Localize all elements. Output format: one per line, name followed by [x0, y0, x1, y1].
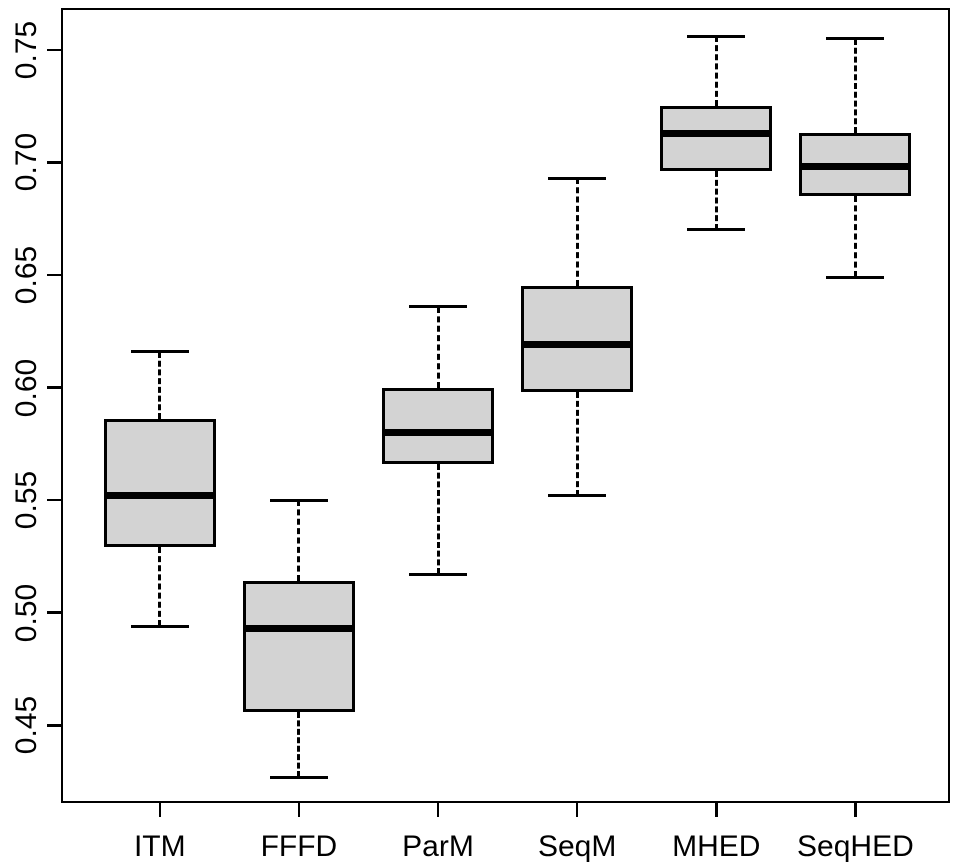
y-axis-tick-label: 0.60 [10, 358, 43, 417]
box-ParM [382, 387, 495, 465]
upper-whisker-ITM [158, 351, 162, 420]
lower-whisker-SeqHED [853, 196, 857, 278]
x-axis-tick [575, 803, 579, 817]
box-FFFD [242, 581, 355, 712]
x-tick-label-MHED: MHED [672, 830, 761, 863]
median-line-ITM [103, 492, 216, 500]
median-line-MHED [660, 129, 773, 137]
upper-whisker-MHED [714, 36, 718, 107]
lower-whisker-cap-ITM [130, 624, 189, 628]
median-line-SeqHED [799, 163, 912, 171]
x-axis-tick [436, 803, 440, 817]
upper-whisker-cap-FFFD [269, 498, 328, 502]
y-axis-tick-label: 0.75 [10, 20, 43, 80]
y-axis-tick [47, 724, 61, 727]
lower-whisker-ITM [158, 547, 162, 627]
y-axis-tick [47, 273, 61, 277]
median-line-ParM [382, 429, 495, 437]
lower-whisker-FFFD [297, 711, 301, 778]
x-tick-label-SeqHED: SeqHED [797, 830, 914, 863]
x-tick-label-SeqM: SeqM [537, 830, 617, 863]
box-ITM [103, 419, 216, 548]
x-tick-label-ParM: ParM [402, 830, 474, 863]
median-line-SeqM [521, 341, 634, 349]
lower-whisker-SeqM [575, 392, 579, 496]
upper-whisker-FFFD [297, 500, 301, 582]
lower-whisker-cap-MHED [687, 228, 746, 232]
upper-whisker-cap-ITM [130, 350, 189, 354]
y-axis-tick-label: 0.65 [10, 245, 43, 305]
upper-whisker-ParM [436, 306, 440, 388]
upper-whisker-SeqM [575, 178, 579, 287]
box-SeqM [521, 286, 634, 393]
x-axis-tick [715, 803, 718, 817]
upper-whisker-cap-MHED [687, 34, 746, 38]
x-axis-tick [854, 803, 857, 817]
upper-whisker-SeqHED [853, 38, 857, 134]
y-axis-tick [47, 611, 61, 614]
lower-whisker-ParM [436, 464, 440, 575]
upper-whisker-cap-ParM [409, 305, 468, 309]
y-axis-tick [47, 161, 61, 164]
y-axis-tick-label: 0.70 [10, 133, 43, 192]
x-axis-tick [158, 803, 162, 817]
upper-whisker-cap-SeqM [548, 176, 607, 180]
x-tick-label-FFFD: FFFD [260, 830, 338, 863]
plot-frame [61, 8, 950, 803]
lower-whisker-MHED [714, 171, 718, 230]
y-axis-tick-label: 0.50 [10, 583, 43, 642]
y-axis-tick-label: 0.45 [10, 696, 43, 755]
upper-whisker-cap-SeqHED [826, 37, 885, 41]
lower-whisker-cap-FFFD [269, 775, 328, 779]
y-axis-tick [47, 48, 61, 52]
y-axis-tick-label: 0.55 [10, 470, 43, 530]
median-line-FFFD [242, 625, 355, 632]
x-tick-label-ITM: ITM [133, 830, 186, 863]
x-axis-tick [297, 803, 301, 817]
y-axis-tick [47, 498, 61, 502]
lower-whisker-cap-SeqHED [826, 275, 885, 279]
lower-whisker-cap-SeqM [548, 494, 607, 498]
lower-whisker-cap-ParM [409, 572, 468, 576]
y-axis-tick [47, 386, 61, 389]
box-MHED [660, 106, 773, 172]
